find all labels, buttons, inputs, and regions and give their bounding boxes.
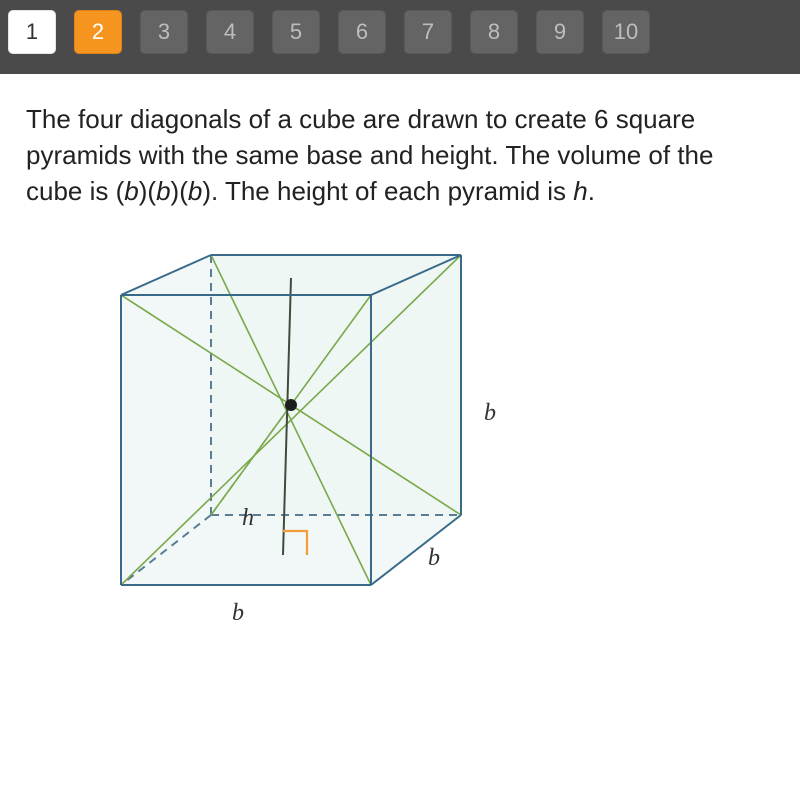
qt-p5: .	[588, 176, 595, 206]
content-area: The four diagonals of a cube are drawn t…	[0, 74, 800, 688]
tab-9[interactable]: 9	[536, 10, 584, 54]
cube-svg: b b b h	[66, 240, 536, 660]
svg-text:b: b	[428, 545, 440, 571]
svg-text:b: b	[232, 600, 244, 626]
tab-6[interactable]: 6	[338, 10, 386, 54]
tab-7[interactable]: 7	[404, 10, 452, 54]
qt-p2: )(	[139, 176, 156, 206]
tab-8[interactable]: 8	[470, 10, 518, 54]
qt-p3: )(	[171, 176, 188, 206]
tab-bar: 123456789 10	[0, 0, 800, 74]
tab-3[interactable]: 3	[140, 10, 188, 54]
qt-b3: b	[188, 176, 202, 206]
cube-diagram: b b b h	[26, 240, 774, 660]
qt-h: h	[573, 176, 587, 206]
qt-b2: b	[156, 176, 170, 206]
question-text: The four diagonals of a cube are drawn t…	[26, 102, 774, 210]
tab-4[interactable]: 4	[206, 10, 254, 54]
qt-b1: b	[124, 176, 138, 206]
tab-10[interactable]: 10	[602, 10, 650, 54]
svg-text:h: h	[242, 505, 254, 531]
tab-1[interactable]: 1	[8, 10, 56, 54]
tab-5[interactable]: 5	[272, 10, 320, 54]
svg-text:b: b	[484, 400, 496, 426]
tab-2[interactable]: 2	[74, 10, 122, 54]
qt-p4: ). The height of each pyramid is	[202, 176, 573, 206]
